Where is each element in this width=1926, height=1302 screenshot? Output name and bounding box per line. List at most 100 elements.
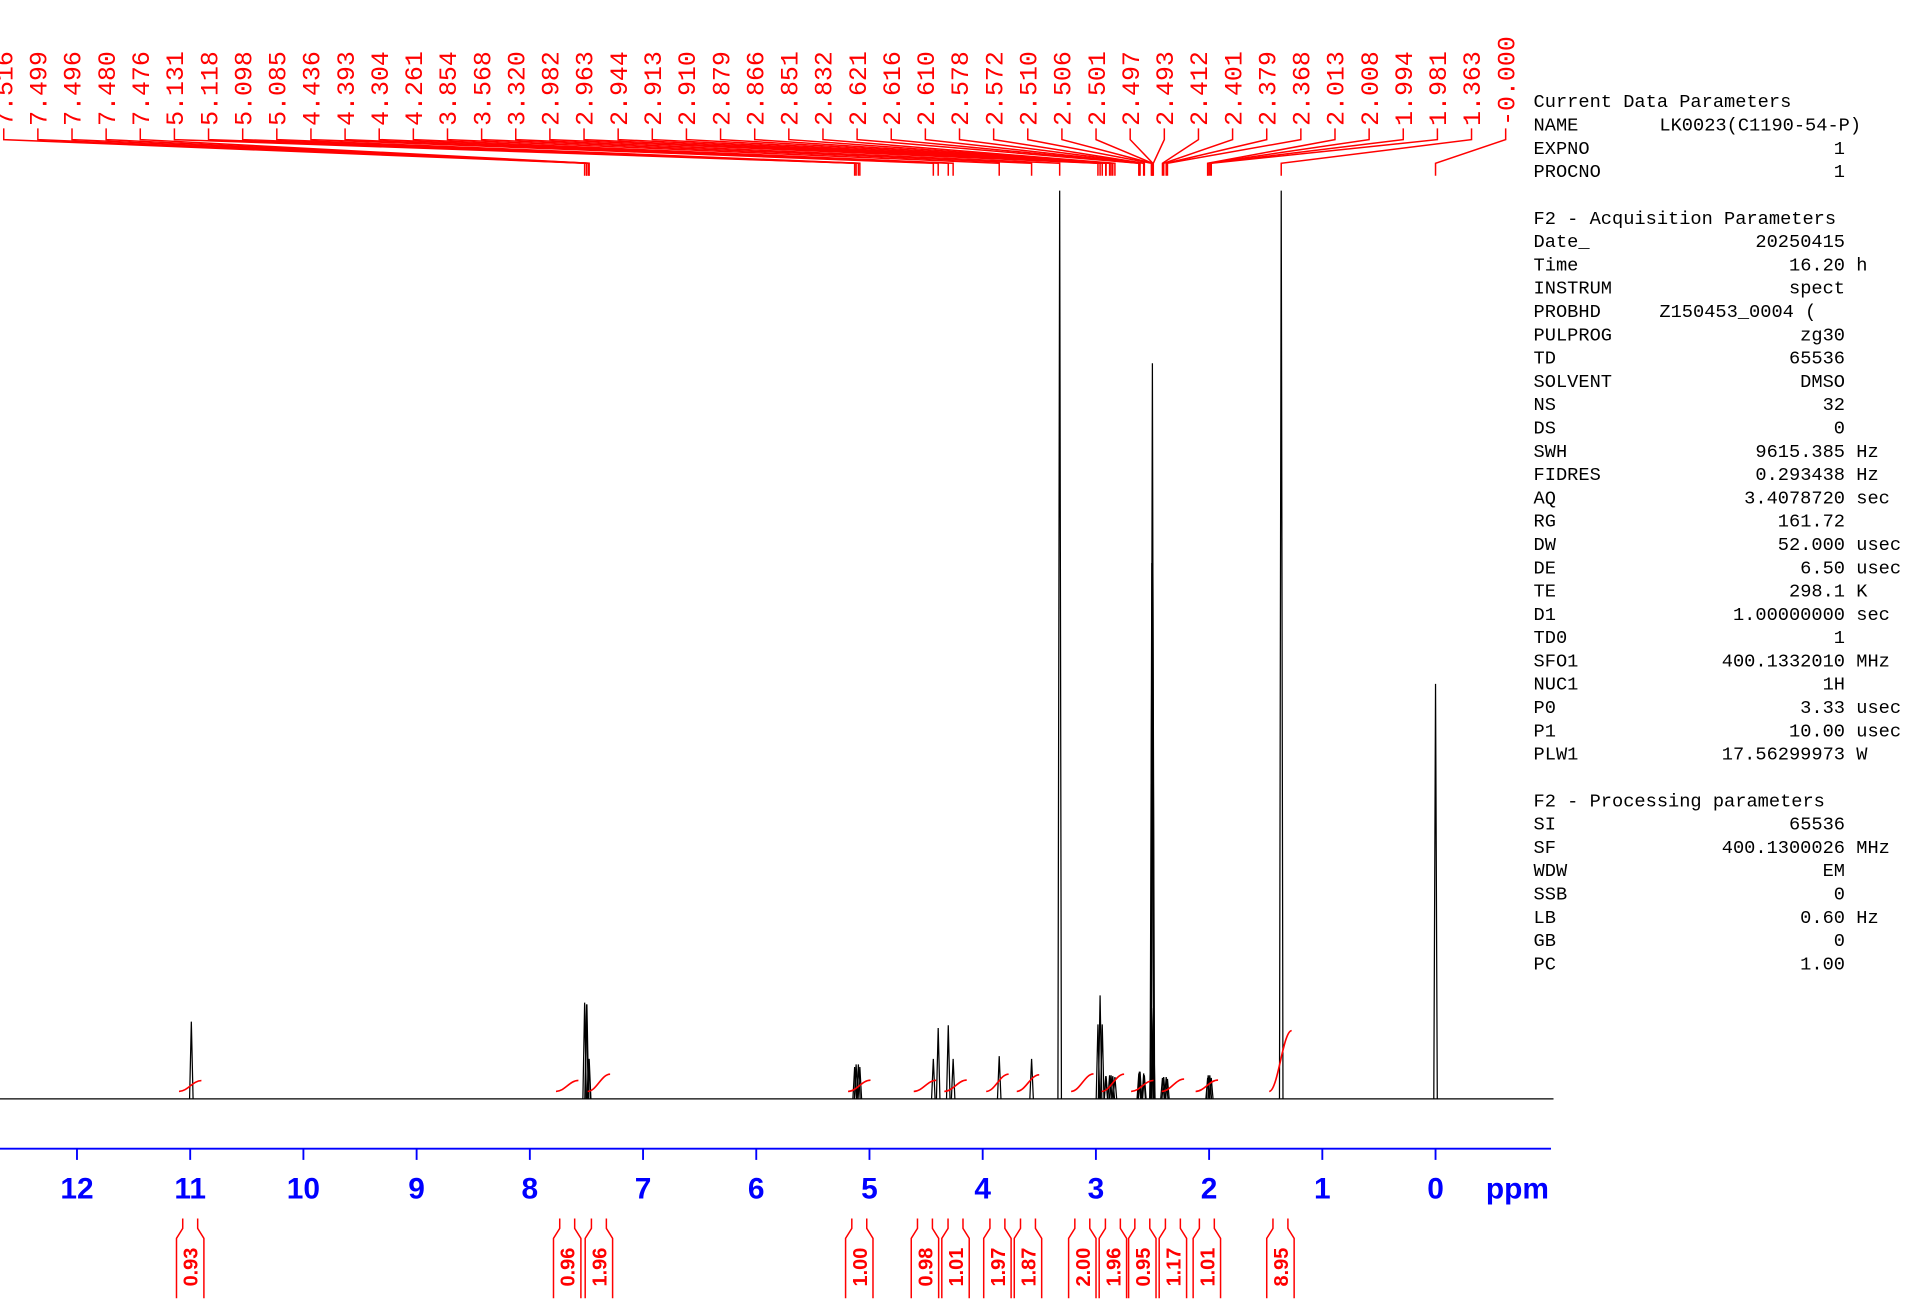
peak-pick-label: 2.866 <box>743 51 771 126</box>
peak-pick-label: 2.013 <box>1324 51 1352 126</box>
param-unit: MHz <box>1856 650 1890 672</box>
integral-label: 8.95 <box>1271 1248 1293 1287</box>
peak-pick-leader <box>446 128 1000 176</box>
peak <box>1112 1077 1118 1099</box>
param-value: 1 <box>1834 161 1845 183</box>
param-value: 400.1332010 <box>1722 650 1845 672</box>
param-unit: sec <box>1856 487 1890 509</box>
peak-pick-leader <box>1434 128 1507 176</box>
peak <box>1163 1077 1169 1099</box>
param-unit: usec <box>1856 697 1901 719</box>
param-name: PLW1 <box>1534 744 1579 766</box>
param-name: INSTRUM <box>1534 278 1612 300</box>
integral-bracket <box>1265 1218 1295 1299</box>
param-unit: MHz <box>1856 837 1890 859</box>
peak-pick-label: 2.497 <box>1119 51 1147 126</box>
x-tick-label: 10 <box>287 1173 320 1206</box>
integral-bracket <box>1192 1218 1222 1299</box>
integral-label: 1.17 <box>1163 1248 1185 1287</box>
peak <box>586 1058 592 1099</box>
param-value: zg30 <box>1800 324 1845 346</box>
integral-curve <box>1268 1029 1293 1093</box>
peak-pick-label: 4.436 <box>300 51 328 126</box>
peak-pick-label: 2.832 <box>812 51 840 126</box>
param-value: 298.1 <box>1789 581 1845 603</box>
peak <box>945 1025 951 1099</box>
x-tick-label: 11 <box>174 1173 206 1206</box>
param-name: FIDRES <box>1534 464 1601 486</box>
param-name: GB <box>1534 930 1556 952</box>
peak-pick-leader <box>1152 128 1166 176</box>
peak-pick-leader <box>924 128 1141 176</box>
param-name: DE <box>1534 557 1556 579</box>
integral-bracket <box>584 1218 614 1299</box>
integral-curve <box>587 1073 611 1093</box>
peak-pick-label: 5.131 <box>163 51 191 126</box>
peak-pick-label: 2.913 <box>641 51 669 126</box>
integral-curve <box>1070 1073 1094 1093</box>
peak-pick-label: 7.476 <box>129 51 157 126</box>
peak <box>1057 190 1063 1099</box>
peak-pick-leader <box>378 128 950 176</box>
peak-pick-leader <box>1161 128 1200 176</box>
peak-pick-label: 2.572 <box>982 51 1010 126</box>
peak-pick-leader <box>139 128 590 176</box>
peak-pick-leader <box>1280 128 1473 176</box>
param-name: TD <box>1534 348 1556 370</box>
peak-pick-label: 2.910 <box>675 51 703 126</box>
peak <box>950 1058 956 1099</box>
integral-bracket <box>1127 1218 1157 1299</box>
peak-pick-label: 3.854 <box>436 51 464 126</box>
integral-label: 0.96 <box>558 1248 580 1287</box>
peak <box>1433 683 1438 1099</box>
x-tick-label: 8 <box>522 1173 539 1206</box>
integral-label: 1.01 <box>946 1248 968 1287</box>
param-name: TE <box>1534 581 1556 603</box>
integral-curve <box>944 1079 967 1093</box>
param-unit: usec <box>1856 720 1901 742</box>
integral-bracket <box>910 1218 940 1299</box>
integral-curve <box>1131 1079 1154 1093</box>
integral-curve <box>555 1079 579 1093</box>
peak <box>1150 1008 1156 1099</box>
integral-curve <box>178 1079 202 1093</box>
peak-pick-label: 4.304 <box>368 51 396 126</box>
param-unit: sec <box>1856 604 1890 626</box>
param-value: 1 <box>1834 138 1845 160</box>
param-name: NAME <box>1534 115 1579 137</box>
peak-pick-label: 5.118 <box>197 51 225 126</box>
peak-pick-leader <box>617 128 1103 176</box>
param-name: P0 <box>1534 697 1556 719</box>
integral-bracket <box>552 1218 582 1299</box>
peak-pick-label: 5.085 <box>266 51 294 126</box>
peak-pick-leader <box>1129 128 1154 176</box>
integral-label: 2.00 <box>1073 1248 1095 1287</box>
param-value: LK0023(C1190-54-P) <box>1659 115 1861 137</box>
integral-curve <box>1161 1078 1185 1093</box>
param-value: 17.56299973 <box>1722 744 1845 766</box>
param-name: RG <box>1534 511 1556 533</box>
peak <box>1099 1024 1105 1099</box>
peak-pick-label: 7.516 <box>0 51 20 126</box>
integral-bracket <box>1013 1218 1043 1299</box>
param-unit: Hz <box>1856 441 1878 463</box>
param-section-title: Current Data Parameters <box>1534 91 1792 113</box>
param-value: 32 <box>1823 394 1845 416</box>
peak <box>1141 1075 1147 1099</box>
peak-pick-label: 2.944 <box>607 51 635 126</box>
peak-pick-leader <box>2 128 586 176</box>
peak-pick-leader <box>992 128 1146 176</box>
integral-bracket <box>1098 1218 1128 1299</box>
peak <box>1205 1075 1211 1099</box>
x-tick-label: 2 <box>1201 1173 1218 1206</box>
peak <box>1278 190 1284 1099</box>
peak <box>1165 1078 1170 1099</box>
peak <box>996 1056 1002 1099</box>
integral-bracket <box>941 1218 970 1299</box>
peak-pick-label: 2.616 <box>880 51 908 126</box>
peak-pick-label: 2.879 <box>709 51 737 126</box>
param-value: 52.000 <box>1778 534 1845 556</box>
param-value: 9615.385 <box>1755 441 1845 463</box>
peak-pick-leader <box>958 128 1145 176</box>
